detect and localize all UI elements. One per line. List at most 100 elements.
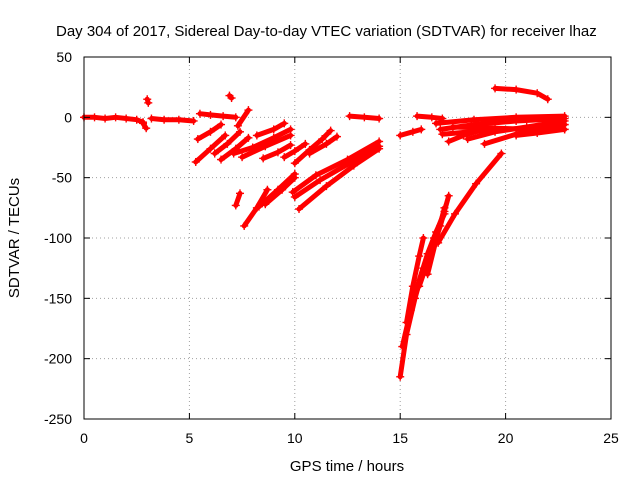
data-point [440,203,449,212]
data-point [206,127,215,136]
data-line [465,118,568,142]
data-point [480,139,489,148]
x-tick-label: 15 [392,430,408,446]
data-point [497,149,506,158]
data-point [273,148,282,157]
series-arc-41 [444,125,489,146]
data-point [491,84,500,93]
data-line [433,113,568,126]
data-line [292,143,382,200]
data-point [375,114,384,123]
data-point [398,342,407,351]
data-point [290,192,299,201]
data-point [436,125,445,134]
data-point [402,318,411,327]
data-point [229,149,238,158]
data-point [345,112,354,121]
data-point [219,112,228,121]
series-arc-10 [225,91,236,103]
series-arc-19 [261,173,299,209]
data-line [149,116,197,124]
data-point [160,115,169,124]
y-tick-label: -250 [44,411,72,427]
data-point [217,120,226,129]
data-point [278,185,287,194]
data-point [195,109,204,118]
plot-frame [83,56,612,420]
chart-title: Day 304 of 2017, Sidereal Day-to-day VTE… [56,23,597,40]
series-arc-20 [280,139,310,162]
series-arc-07 [191,131,230,166]
series-arc-30 [402,234,428,327]
data-point [444,191,453,200]
data-point [311,171,320,180]
series-arc-02 [139,119,151,133]
data-line [435,151,504,246]
series-arc-06 [193,120,226,144]
data-point [318,135,327,144]
data-point [217,155,226,164]
data-line [235,107,251,129]
data-point [252,131,261,140]
data-point [290,147,299,156]
data-point [111,113,120,122]
data-point [280,153,289,162]
series-arc-03 [143,95,153,107]
x-tick-label: 10 [287,430,303,446]
data-point [512,131,521,140]
data-point [227,94,236,103]
data-point [322,139,331,148]
data-line [296,146,382,212]
data-point [543,95,552,104]
data-point [451,209,460,218]
data-point [259,154,268,163]
data-line [292,128,334,166]
series-arc-21 [288,137,384,197]
data-point [101,114,110,123]
data-line [262,175,298,207]
data-point [301,139,310,148]
data-point [235,189,244,198]
data-point [408,127,417,136]
data-point [191,157,200,166]
data-line [492,85,551,102]
series-arc-28 [396,207,449,381]
data-point [432,119,441,128]
y-tick-label: -50 [52,170,72,186]
data-point [286,131,295,140]
data-line [404,235,426,325]
series-arc-11 [233,106,253,130]
data-point [233,121,242,130]
series-arc-17 [252,119,289,140]
data-point [286,141,295,150]
data-point [240,221,249,230]
series-arc-01 [80,113,148,127]
data-point [448,122,457,131]
data-point [210,149,219,158]
data-point [244,106,253,115]
data-point [231,201,240,210]
data-point [491,127,500,136]
x-tick-label: 25 [603,430,619,446]
data-point [295,205,304,214]
y-tick-label: 0 [64,109,72,125]
data-point [512,116,521,125]
data-point [269,125,278,134]
data-point [280,119,289,128]
series-arc-26 [345,112,384,123]
data-point [132,115,141,124]
data-point [223,139,232,148]
data-point [434,238,443,247]
data-point [444,137,453,146]
x-tick-label: 5 [186,430,194,446]
data-point [419,234,428,242]
data-point [288,188,297,197]
x-tick-label: 0 [80,430,88,446]
series-arc-15 [238,131,295,162]
data-point [90,113,99,122]
data-point [139,119,148,128]
series-arc-43 [512,125,569,140]
y-tick-label: -200 [44,351,72,367]
data-point [144,98,153,107]
